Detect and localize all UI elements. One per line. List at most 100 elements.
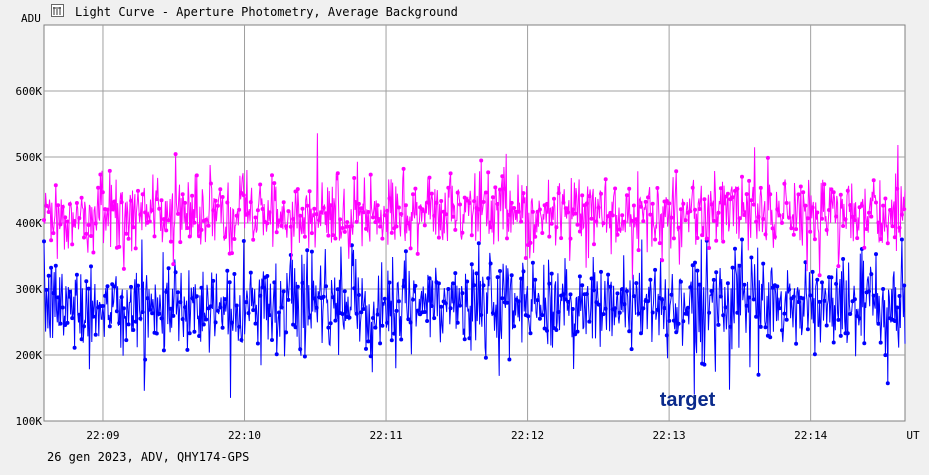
data-point xyxy=(183,200,187,205)
data-point xyxy=(838,333,843,338)
data-point xyxy=(192,329,197,334)
data-point xyxy=(721,239,726,244)
data-point xyxy=(810,269,815,274)
data-point xyxy=(67,289,72,294)
data-point xyxy=(610,213,615,218)
data-point xyxy=(838,192,843,197)
data-point xyxy=(246,211,251,216)
data-point xyxy=(824,228,829,232)
data-point xyxy=(573,332,578,337)
series-line-background xyxy=(43,133,906,280)
data-point xyxy=(309,249,314,254)
data-point xyxy=(44,203,49,208)
data-point xyxy=(481,200,486,204)
data-point xyxy=(735,186,740,191)
data-point xyxy=(836,264,841,269)
data-point xyxy=(126,322,131,327)
data-point xyxy=(486,276,491,281)
y-tick-label: 500K xyxy=(16,151,43,164)
data-point xyxy=(340,312,345,316)
data-point xyxy=(641,306,646,311)
data-point xyxy=(775,207,780,212)
data-point xyxy=(834,281,839,286)
data-point xyxy=(749,198,754,203)
data-point xyxy=(592,242,596,247)
data-point xyxy=(347,315,352,320)
y-tick-label: 200K xyxy=(16,349,43,362)
data-point xyxy=(483,190,488,195)
data-point xyxy=(53,263,58,268)
data-point xyxy=(98,172,103,177)
data-point xyxy=(112,199,117,204)
data-point xyxy=(396,205,401,210)
data-point xyxy=(615,291,620,296)
data-point xyxy=(725,281,730,286)
data-point xyxy=(159,198,164,203)
data-point xyxy=(791,232,796,237)
data-point xyxy=(335,171,340,176)
data-point xyxy=(751,202,756,207)
data-point xyxy=(65,320,70,325)
data-point xyxy=(77,216,82,221)
data-point xyxy=(213,320,218,325)
data-point xyxy=(817,299,822,304)
data-point xyxy=(674,330,679,335)
data-point xyxy=(206,223,211,228)
data-point xyxy=(333,318,338,323)
data-point xyxy=(855,236,860,241)
data-point xyxy=(389,230,394,235)
data-point xyxy=(768,192,773,197)
data-point xyxy=(237,324,242,329)
data-point xyxy=(375,203,380,208)
data-point xyxy=(498,269,502,273)
data-point xyxy=(274,352,279,357)
data-point xyxy=(138,316,143,321)
data-point xyxy=(622,302,627,307)
data-point xyxy=(234,303,239,308)
data-point xyxy=(112,284,117,289)
data-point xyxy=(599,191,603,196)
data-point xyxy=(352,176,357,180)
y-tick-label: 300K xyxy=(16,283,43,296)
data-point xyxy=(434,200,439,205)
data-point xyxy=(185,347,190,352)
data-point xyxy=(728,324,733,329)
data-point xyxy=(91,314,96,319)
data-point xyxy=(780,220,784,225)
data-point xyxy=(629,218,634,223)
data-point xyxy=(345,220,350,225)
data-point xyxy=(545,201,549,206)
data-point xyxy=(187,234,192,239)
data-point xyxy=(467,201,472,205)
light-curve-icon[interactable] xyxy=(51,4,64,17)
data-point xyxy=(507,357,512,362)
data-point xyxy=(183,305,187,310)
data-point xyxy=(86,223,91,227)
data-point xyxy=(84,231,89,236)
data-point xyxy=(201,322,206,327)
data-point xyxy=(42,218,46,222)
data-point xyxy=(613,306,618,311)
data-point xyxy=(845,188,850,193)
data-point xyxy=(693,207,697,212)
data-point xyxy=(361,307,366,311)
data-point xyxy=(772,234,777,239)
data-point xyxy=(302,234,307,239)
data-point xyxy=(657,241,662,246)
data-point xyxy=(422,310,427,314)
data-point xyxy=(575,329,580,334)
data-point xyxy=(794,227,799,232)
data-point xyxy=(230,251,234,256)
data-point xyxy=(756,372,761,377)
x-axis-unit-label: UT xyxy=(906,429,920,442)
data-point xyxy=(669,292,674,297)
data-point xyxy=(215,308,220,313)
data-point xyxy=(277,310,281,315)
data-point xyxy=(528,240,533,245)
data-point xyxy=(768,335,773,340)
data-point xyxy=(255,208,260,213)
data-point xyxy=(737,263,742,268)
data-point xyxy=(166,266,171,271)
data-point xyxy=(105,284,110,289)
data-point xyxy=(862,341,867,346)
